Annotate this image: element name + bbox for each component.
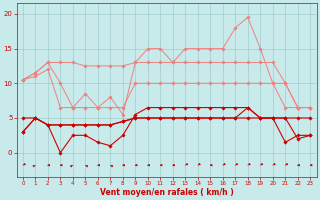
- X-axis label: Vent moyen/en rafales ( km/h ): Vent moyen/en rafales ( km/h ): [100, 188, 234, 197]
